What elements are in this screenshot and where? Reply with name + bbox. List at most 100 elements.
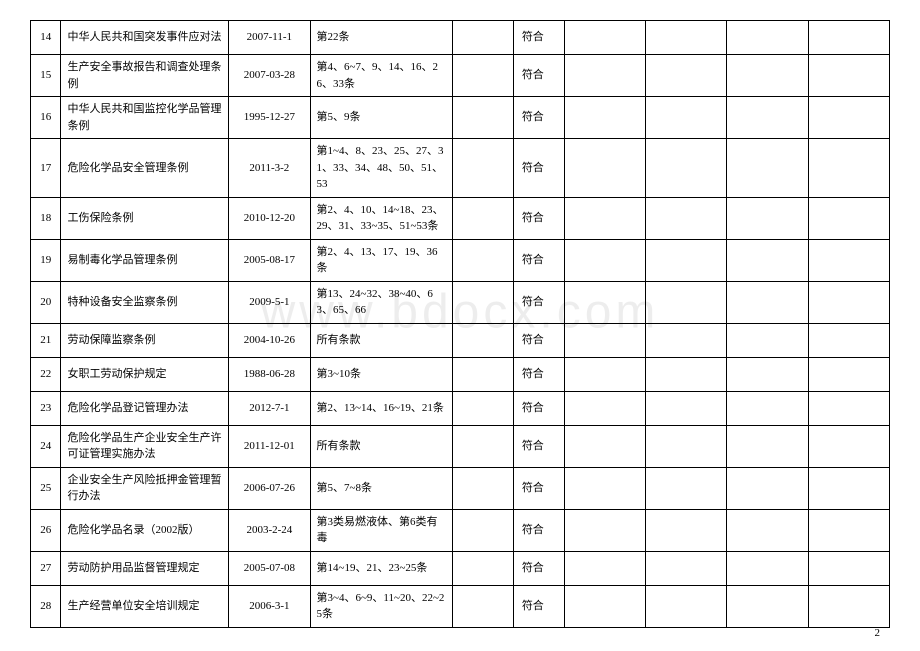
blank-cell	[808, 509, 889, 551]
blank-cell	[645, 139, 726, 198]
num-cell: 15	[31, 55, 61, 97]
table-row: 20特种设备安全监察条例2009-5-1第13、24~32、38~40、63、6…	[31, 281, 890, 323]
blank-cell	[727, 391, 808, 425]
name-cell: 危险化学品名录（2002版）	[61, 509, 229, 551]
date-cell: 2011-12-01	[229, 425, 310, 467]
blank-cell	[564, 467, 645, 509]
status-cell: 符合	[513, 55, 564, 97]
clause-cell: 第2、4、10、14~18、23、29、31、33~35、51~53条	[310, 197, 452, 239]
blank-cell	[452, 281, 513, 323]
table-row: 25企业安全生产风险抵押金管理暂行办法2006-07-26第5、7~8条符合	[31, 467, 890, 509]
status-cell: 符合	[513, 97, 564, 139]
name-cell: 生产安全事故报告和调查处理条例	[61, 55, 229, 97]
blank-cell	[727, 197, 808, 239]
num-cell: 14	[31, 21, 61, 55]
num-cell: 16	[31, 97, 61, 139]
name-cell: 劳动保障监察条例	[61, 323, 229, 357]
blank-cell	[645, 197, 726, 239]
status-cell: 符合	[513, 467, 564, 509]
blank-cell	[727, 97, 808, 139]
blank-cell	[727, 281, 808, 323]
blank-cell	[808, 391, 889, 425]
blank-cell	[452, 585, 513, 627]
status-cell: 符合	[513, 21, 564, 55]
status-cell: 符合	[513, 357, 564, 391]
blank-cell	[808, 281, 889, 323]
num-cell: 24	[31, 425, 61, 467]
name-cell: 企业安全生产风险抵押金管理暂行办法	[61, 467, 229, 509]
status-cell: 符合	[513, 323, 564, 357]
table-row: 26危险化学品名录（2002版）2003-2-24第3类易燃液体、第6类有毒符合	[31, 509, 890, 551]
blank-cell	[645, 425, 726, 467]
name-cell: 中华人民共和国监控化学品管理条例	[61, 97, 229, 139]
name-cell: 危险化学品登记管理办法	[61, 391, 229, 425]
table-row: 17危险化学品安全管理条例2011-3-2第1~4、8、23、25、27、31、…	[31, 139, 890, 198]
status-cell: 符合	[513, 197, 564, 239]
blank-cell	[645, 323, 726, 357]
blank-cell	[452, 323, 513, 357]
date-cell: 2005-07-08	[229, 551, 310, 585]
blank-cell	[645, 391, 726, 425]
blank-cell	[808, 425, 889, 467]
blank-cell	[727, 55, 808, 97]
table-row: 16中华人民共和国监控化学品管理条例1995-12-27第5、9条符合	[31, 97, 890, 139]
blank-cell	[452, 467, 513, 509]
blank-cell	[564, 425, 645, 467]
blank-cell	[564, 21, 645, 55]
date-cell: 2012-7-1	[229, 391, 310, 425]
blank-cell	[645, 357, 726, 391]
table-row: 23危险化学品登记管理办法2012-7-1第2、13~14、16~19、21条符…	[31, 391, 890, 425]
blank-cell	[452, 21, 513, 55]
blank-cell	[645, 21, 726, 55]
blank-cell	[452, 139, 513, 198]
blank-cell	[564, 585, 645, 627]
date-cell: 2006-3-1	[229, 585, 310, 627]
page-number: 2	[875, 627, 881, 639]
blank-cell	[808, 585, 889, 627]
blank-cell	[727, 357, 808, 391]
blank-cell	[808, 97, 889, 139]
blank-cell	[564, 509, 645, 551]
blank-cell	[452, 425, 513, 467]
table-row: 21劳动保障监察条例2004-10-26所有条款符合	[31, 323, 890, 357]
blank-cell	[452, 239, 513, 281]
blank-cell	[564, 281, 645, 323]
clause-cell: 第3~10条	[310, 357, 452, 391]
regulations-table: 14中华人民共和国突发事件应对法2007-11-1第22条符合15生产安全事故报…	[30, 20, 890, 628]
blank-cell	[452, 509, 513, 551]
num-cell: 19	[31, 239, 61, 281]
blank-cell	[564, 551, 645, 585]
table-row: 28生产经营单位安全培训规定2006-3-1第3~4、6~9、11~20、22~…	[31, 585, 890, 627]
clause-cell: 第22条	[310, 21, 452, 55]
name-cell: 危险化学品生产企业安全生产许可证管理实施办法	[61, 425, 229, 467]
table-row: 14中华人民共和国突发事件应对法2007-11-1第22条符合	[31, 21, 890, 55]
num-cell: 20	[31, 281, 61, 323]
clause-cell: 第14~19、21、23~25条	[310, 551, 452, 585]
status-cell: 符合	[513, 551, 564, 585]
date-cell: 2011-3-2	[229, 139, 310, 198]
blank-cell	[645, 55, 726, 97]
blank-cell	[645, 509, 726, 551]
name-cell: 工伤保险条例	[61, 197, 229, 239]
clause-cell: 第3类易燃液体、第6类有毒	[310, 509, 452, 551]
blank-cell	[727, 509, 808, 551]
blank-cell	[727, 21, 808, 55]
clause-cell: 第1~4、8、23、25、27、31、33、34、48、50、51、53	[310, 139, 452, 198]
date-cell: 2009-5-1	[229, 281, 310, 323]
num-cell: 18	[31, 197, 61, 239]
num-cell: 23	[31, 391, 61, 425]
num-cell: 22	[31, 357, 61, 391]
num-cell: 26	[31, 509, 61, 551]
blank-cell	[727, 239, 808, 281]
blank-cell	[808, 239, 889, 281]
clause-cell: 第5、7~8条	[310, 467, 452, 509]
table-row: 24危险化学品生产企业安全生产许可证管理实施办法2011-12-01所有条款符合	[31, 425, 890, 467]
blank-cell	[645, 467, 726, 509]
clause-cell: 第3~4、6~9、11~20、22~25条	[310, 585, 452, 627]
date-cell: 2006-07-26	[229, 467, 310, 509]
blank-cell	[808, 197, 889, 239]
blank-cell	[564, 391, 645, 425]
name-cell: 危险化学品安全管理条例	[61, 139, 229, 198]
blank-cell	[452, 197, 513, 239]
blank-cell	[727, 425, 808, 467]
